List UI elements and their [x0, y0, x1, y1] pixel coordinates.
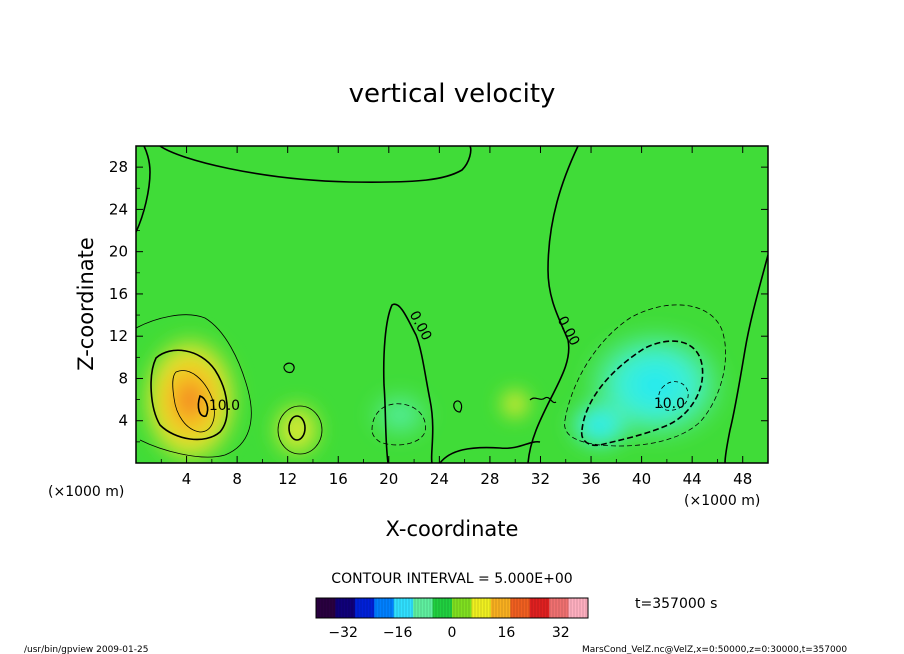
downdraft-weak: [365, 387, 435, 443]
contour-label: 10.0: [209, 398, 240, 414]
plot-frame: [135, 145, 769, 464]
contour-zero-mid: [382, 303, 434, 463]
colorbar-tick-label: 16: [497, 625, 515, 641]
chart-title: vertical velocity: [349, 79, 556, 109]
colorbar-swatch: [549, 598, 570, 618]
contour-10-small: [288, 415, 306, 441]
y-tick-label: 16: [109, 285, 128, 303]
time-label: t=357000 s: [635, 596, 717, 612]
colorbar-tick-label: −32: [328, 625, 358, 641]
updraft-core-left: [138, 330, 242, 463]
x-tick-label: 28: [480, 470, 499, 488]
y-tick-label: 12: [109, 327, 128, 345]
contour-squiggle-3: [453, 400, 463, 413]
x-tick-label: 40: [632, 470, 651, 488]
colorbar-swatch: [452, 598, 472, 618]
footer-left: /usr/bin/gpview 2009-01-25: [24, 645, 148, 654]
contour-zero-top: [159, 146, 472, 183]
x-tick-label: 32: [531, 470, 550, 488]
y-tick-label: 8: [118, 369, 128, 387]
updraft-small: [269, 398, 325, 462]
colorbar-tick-label: 32: [552, 625, 570, 641]
contour-lines: [136, 146, 768, 463]
colorbar-swatch: [432, 598, 453, 618]
y-axis-label: Z-coordinate: [74, 237, 98, 371]
contour-interval: CONTOUR INTERVAL = 5.000E+00: [331, 571, 572, 587]
contour-squiggle-1: [529, 396, 557, 404]
colorbar-swatch: [374, 598, 395, 618]
colorbar-swatch: [413, 598, 434, 618]
contour-zero-left: [136, 146, 151, 233]
x-tick-label: 48: [733, 470, 752, 488]
y-tick-label: 20: [109, 243, 128, 261]
colorbar-swatch: [568, 598, 589, 618]
colorbar-tick-label: −16: [383, 625, 413, 641]
x-axis-label: X-coordinate: [386, 517, 519, 541]
contour-neg5-right: [564, 304, 726, 447]
color-field: [138, 325, 730, 463]
colorbar-swatch: [510, 598, 531, 618]
contour-neg15-right: [658, 381, 689, 411]
x-unit-left: (×1000 m): [48, 484, 124, 500]
x-tick-label: 16: [329, 470, 348, 488]
x-tick-label: 44: [683, 470, 702, 488]
y-tick-label: 4: [118, 412, 128, 430]
x-tick-label: 8: [232, 470, 242, 488]
colorbar-swatch: [393, 598, 414, 618]
colorbar-frame: [315, 597, 589, 619]
contour-zero-right: [527, 146, 579, 463]
x-tick-label: 12: [278, 470, 297, 488]
contour-zero-far-right: [724, 254, 768, 463]
colorbar-tick-label: 0: [448, 625, 457, 641]
contour-5-small: [277, 405, 323, 455]
x-tick-label: 36: [581, 470, 600, 488]
updraft-weak: [497, 386, 533, 422]
colorbar-swatch: [490, 598, 511, 618]
downdraft-lower: [565, 397, 635, 453]
footer-right: MarsCond_VelZ.nc@VelZ,x=0:50000,z=0:3000…: [582, 645, 847, 654]
y-tick-label: 24: [109, 200, 128, 218]
contour-zero-bottom: [439, 440, 541, 463]
colorbar-swatch: [316, 598, 336, 618]
colorbar-swatch: [529, 598, 550, 618]
x-axis: 4 8 12 16 20 24 28 32 36 40 44 48: [160, 146, 752, 488]
contour-5-left: [136, 314, 252, 458]
contour-squiggle-2: [283, 362, 295, 373]
colorbar-swatch: [471, 598, 492, 618]
contour-20-left: [197, 394, 209, 418]
colorbar-swatch: [354, 598, 375, 618]
contour-15-left: [172, 370, 215, 433]
x-unit-right: (×1000 m): [684, 493, 760, 509]
y-tick-label: 28: [109, 158, 128, 176]
colorbar-swatch: [335, 598, 356, 618]
contour-10-left: [150, 349, 228, 441]
colorbar: −32 −16 0 16 32: [315, 597, 589, 641]
contour-label: 10.0: [654, 396, 685, 412]
y-axis: 4 8 12 16 20 24 28: [109, 158, 768, 443]
x-tick-label: 24: [430, 470, 449, 488]
x-tick-label: 4: [182, 470, 192, 488]
x-tick-label: 20: [379, 470, 398, 488]
